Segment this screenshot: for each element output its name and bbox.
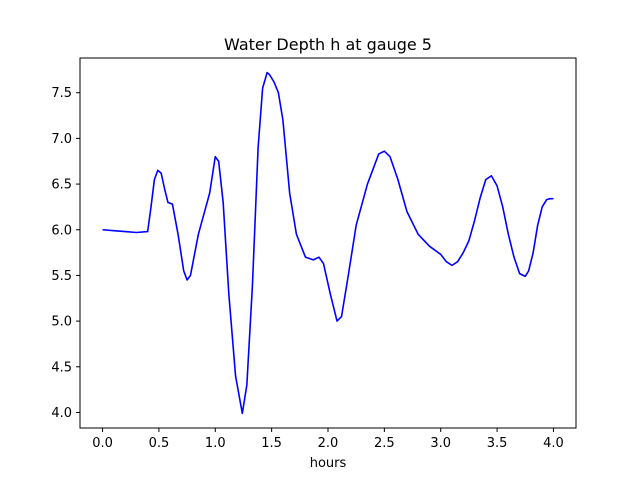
x-tick-label: 2.0 (318, 436, 339, 451)
y-tick-label: 6.0 (51, 223, 72, 238)
x-tick-label: 3.5 (487, 436, 508, 451)
series-line-0 (102, 71, 554, 415)
y-tick-label: 7.5 (51, 86, 72, 101)
x-tick-label: 2.5 (374, 436, 395, 451)
y-tick-label: 4.5 (51, 360, 72, 375)
x-tick-label: 1.5 (261, 436, 282, 451)
y-tick-label: 7.0 (51, 132, 72, 147)
x-tick-label: 4.0 (543, 436, 564, 451)
y-tick-label: 5.0 (51, 315, 72, 330)
x-axis-ticks: 0.0 0.5 1.0 1.5 2.0 2.5 3.0 3.5 4.0 (92, 428, 564, 451)
x-tick-label: 1.0 (205, 436, 226, 451)
x-axis-label: hours (310, 456, 347, 471)
x-tick-label: 0.5 (149, 436, 170, 451)
y-axis-ticks: 4.0 4.5 5.0 5.5 6.0 6.5 7.0 7.5 (51, 86, 80, 421)
x-tick-label: 3.0 (430, 436, 451, 451)
chart-title: Water Depth h at gauge 5 (224, 35, 432, 54)
y-tick-label: 4.0 (51, 406, 72, 421)
y-tick-label: 6.5 (51, 178, 72, 193)
y-tick-label: 5.5 (51, 269, 72, 284)
x-tick-label: 0.0 (92, 436, 113, 451)
